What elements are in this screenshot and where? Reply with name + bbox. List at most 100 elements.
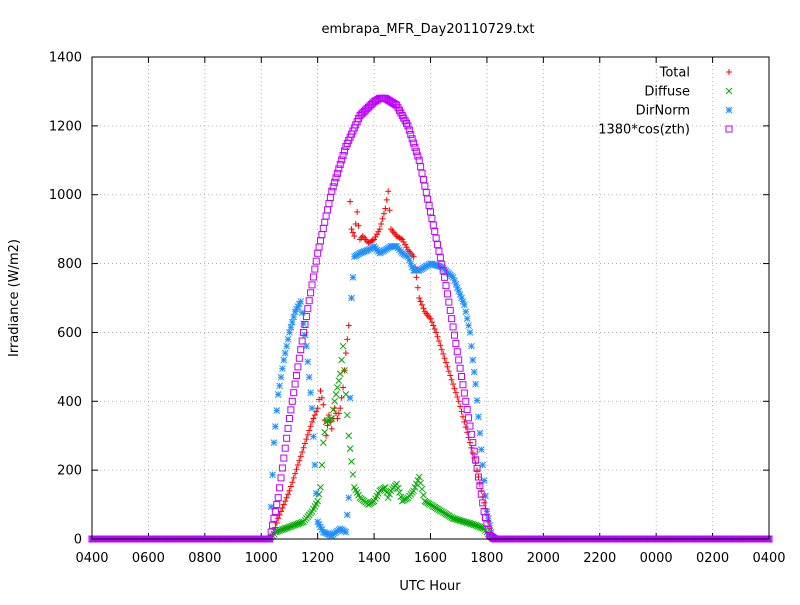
data-point <box>483 493 489 499</box>
data-point <box>339 395 345 401</box>
data-point <box>346 433 352 439</box>
data-point <box>432 229 438 235</box>
data-point <box>464 429 470 435</box>
data-point <box>333 391 339 397</box>
data-point <box>334 416 340 422</box>
data-point <box>334 385 340 391</box>
data-point <box>408 131 414 137</box>
data-point <box>451 332 457 338</box>
data-point <box>419 170 425 176</box>
data-point <box>457 365 463 371</box>
data-point <box>284 435 290 441</box>
data-point <box>291 314 297 320</box>
x-tick-label: 1200 <box>301 551 334 566</box>
data-point <box>310 274 316 280</box>
y-tick-label: 400 <box>57 395 82 410</box>
data-point <box>406 127 412 133</box>
data-point <box>299 449 305 455</box>
data-point <box>323 213 329 219</box>
x-tick-label: 2000 <box>527 551 560 566</box>
data-point <box>381 211 387 217</box>
legend-label: DirNorm <box>636 104 690 119</box>
data-point <box>322 219 328 225</box>
data-point <box>481 500 487 506</box>
data-point <box>309 419 315 425</box>
data-point <box>430 222 436 228</box>
data-point <box>299 338 305 344</box>
data-point <box>277 383 283 389</box>
data-point <box>286 416 292 422</box>
data-point <box>433 235 439 241</box>
data-point <box>350 471 356 477</box>
legend-label: 1380*cos(zth) <box>598 123 690 138</box>
legend-marker <box>726 88 732 94</box>
data-point <box>415 285 421 291</box>
data-point <box>435 242 441 248</box>
data-point <box>349 295 355 301</box>
x-tick-label: 0000 <box>640 551 673 566</box>
data-point <box>409 136 415 142</box>
data-point <box>337 405 343 411</box>
data-point <box>317 388 323 394</box>
data-point <box>306 374 312 380</box>
data-point <box>340 152 346 158</box>
data-point <box>346 495 352 501</box>
x-tick-label: 0400 <box>75 551 108 566</box>
data-point <box>296 458 302 464</box>
data-point <box>470 450 476 456</box>
data-point <box>268 504 274 510</box>
data-point <box>302 440 308 446</box>
data-point <box>461 302 467 308</box>
data-point <box>436 338 442 344</box>
y-tick-label: 1000 <box>49 188 82 203</box>
data-point <box>294 372 300 378</box>
data-point <box>284 343 290 349</box>
data-point <box>320 225 326 231</box>
data-point <box>460 414 466 420</box>
data-point <box>339 357 345 363</box>
data-point <box>275 495 281 501</box>
y-tick-label: 200 <box>57 464 82 479</box>
x-tick-label: 1000 <box>245 551 278 566</box>
data-point <box>285 491 291 497</box>
data-point <box>471 369 477 375</box>
data-point <box>420 177 426 183</box>
data-point <box>444 364 450 370</box>
data-point <box>278 475 284 481</box>
legend-label: Diffuse <box>644 85 690 100</box>
y-tick-label: 800 <box>57 257 82 272</box>
data-point <box>294 466 300 472</box>
data-point <box>354 209 360 215</box>
x-tick-label: 0200 <box>696 551 729 566</box>
data-point <box>437 255 443 261</box>
data-point <box>378 221 384 227</box>
data-point <box>380 216 386 222</box>
data-point <box>281 455 287 461</box>
data-point <box>461 419 467 425</box>
data-point <box>275 391 281 397</box>
y-tick-label: 1400 <box>49 51 82 66</box>
data-point <box>326 201 332 207</box>
data-point <box>464 407 470 413</box>
data-point <box>281 502 287 508</box>
data-point <box>450 381 456 387</box>
data-point <box>286 329 292 335</box>
y-tick-label: 0 <box>74 533 82 548</box>
legend-label: Total <box>659 66 690 81</box>
data-point <box>349 226 355 232</box>
data-point <box>279 505 285 511</box>
data-point <box>274 407 280 413</box>
data-point <box>346 323 352 329</box>
data-point <box>446 299 452 305</box>
data-point <box>316 244 322 250</box>
data-point <box>437 342 443 348</box>
data-point <box>466 415 472 421</box>
data-point <box>413 274 419 280</box>
data-point <box>329 426 335 432</box>
data-point <box>308 423 314 429</box>
data-point <box>313 490 319 496</box>
data-point <box>422 183 428 189</box>
data-point <box>420 305 426 311</box>
